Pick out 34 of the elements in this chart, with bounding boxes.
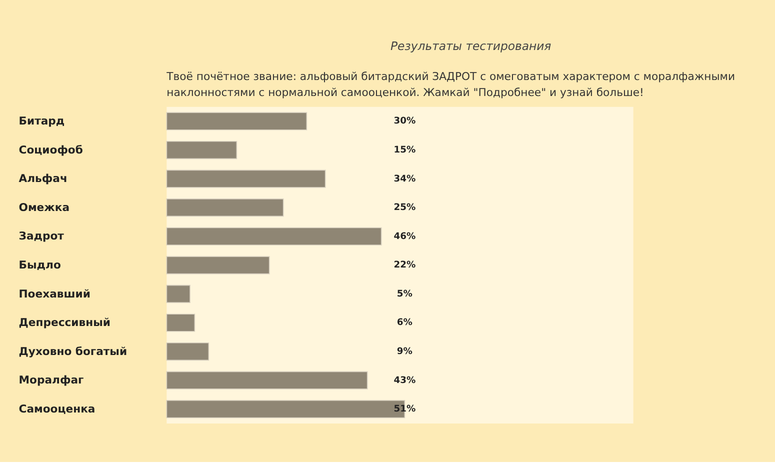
data-label: 34% — [394, 173, 416, 184]
y-tick-label: Быдло — [18, 258, 61, 272]
y-tick-label: Духовно богатый — [18, 344, 128, 358]
bar — [166, 342, 210, 361]
bar — [166, 284, 190, 304]
y-tick-label: Задрот — [18, 230, 65, 243]
bar — [166, 227, 382, 246]
data-label: 5% — [396, 288, 412, 300]
data-label: 6% — [396, 317, 412, 328]
y-tick-label: Омежка — [18, 200, 70, 214]
data-label: 46% — [394, 230, 416, 242]
data-label: 51% — [394, 404, 416, 415]
bar — [166, 112, 308, 130]
data-label: 43% — [394, 374, 416, 386]
bar — [166, 256, 270, 274]
y-tick-label: Социофоб — [18, 143, 84, 156]
y-tick-label: Депрессивный — [18, 316, 110, 330]
y-tick-label: Битард — [18, 114, 65, 128]
data-label: 15% — [394, 144, 416, 156]
y-tick-label: Альфач — [18, 172, 68, 186]
data-label: 30% — [394, 116, 416, 127]
y-tick-label: Поехавший — [18, 287, 90, 300]
bar — [166, 140, 238, 160]
chart-title: Результаты тестирования — [390, 39, 552, 54]
data-label: 25% — [394, 202, 416, 214]
y-tick-label: Самооценка — [18, 402, 96, 416]
bar — [166, 314, 196, 332]
y-tick-label: Моралфаг — [18, 374, 84, 387]
bar — [166, 170, 326, 188]
data-label: 9% — [396, 346, 412, 358]
chart-subtitle: Твоё почётное звание: альфовый битардский ЗАДРОТ с омеговатым характером с моралфажными наклонностями с нормальной самооценкой. Жамкай "Подробнее" и узнай больше! — [166, 70, 736, 99]
data-label: 22% — [394, 260, 416, 271]
bar — [166, 198, 284, 217]
bar — [166, 371, 368, 390]
